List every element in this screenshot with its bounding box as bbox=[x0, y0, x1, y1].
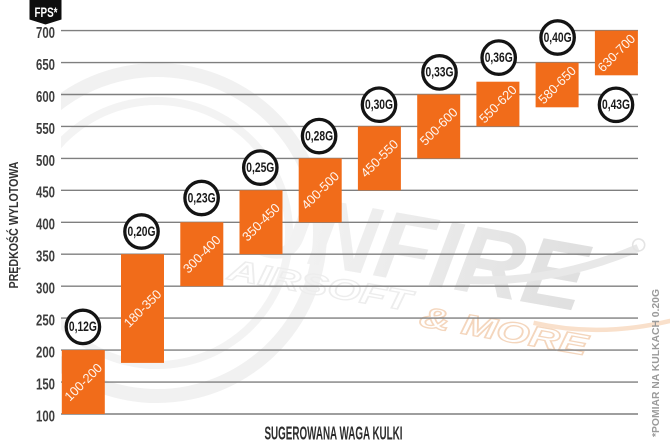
svg-text:350: 350 bbox=[36, 249, 55, 266]
svg-text:550: 550 bbox=[36, 121, 55, 138]
svg-text:700: 700 bbox=[36, 25, 55, 42]
svg-text:PRĘDKOŚĆ WYLOTOWA: PRĘDKOŚĆ WYLOTOWA bbox=[6, 161, 21, 288]
svg-text:0,33G: 0,33G bbox=[426, 65, 454, 80]
svg-text:0,30G: 0,30G bbox=[365, 97, 393, 112]
svg-text:450: 450 bbox=[36, 185, 55, 202]
svg-text:0,28G: 0,28G bbox=[305, 128, 333, 143]
svg-text:150: 150 bbox=[36, 377, 55, 394]
svg-text:0,43G: 0,43G bbox=[602, 97, 630, 112]
svg-text:250: 250 bbox=[36, 313, 55, 330]
svg-text:300: 300 bbox=[36, 281, 55, 298]
svg-text:0,12G: 0,12G bbox=[69, 319, 97, 334]
svg-text:FPS*: FPS* bbox=[35, 4, 58, 20]
svg-text:500: 500 bbox=[36, 153, 55, 170]
svg-text:650: 650 bbox=[36, 57, 55, 74]
svg-text:SUGEROWANA WAGA KULKI: SUGEROWANA WAGA KULKI bbox=[265, 424, 403, 444]
svg-text:600: 600 bbox=[36, 89, 55, 106]
svg-text:0,25G: 0,25G bbox=[246, 160, 274, 175]
svg-text:0,20G: 0,20G bbox=[128, 224, 156, 239]
svg-text:*POMIAR NA KULKACH 0.20G: *POMIAR NA KULKACH 0.20G bbox=[651, 289, 662, 437]
svg-text:0,36G: 0,36G bbox=[485, 50, 513, 65]
svg-text:400: 400 bbox=[36, 217, 55, 234]
svg-text:0,23G: 0,23G bbox=[188, 190, 216, 205]
svg-text:100: 100 bbox=[36, 408, 55, 425]
svg-text:200: 200 bbox=[36, 345, 55, 362]
svg-text:0,40G: 0,40G bbox=[544, 30, 572, 45]
